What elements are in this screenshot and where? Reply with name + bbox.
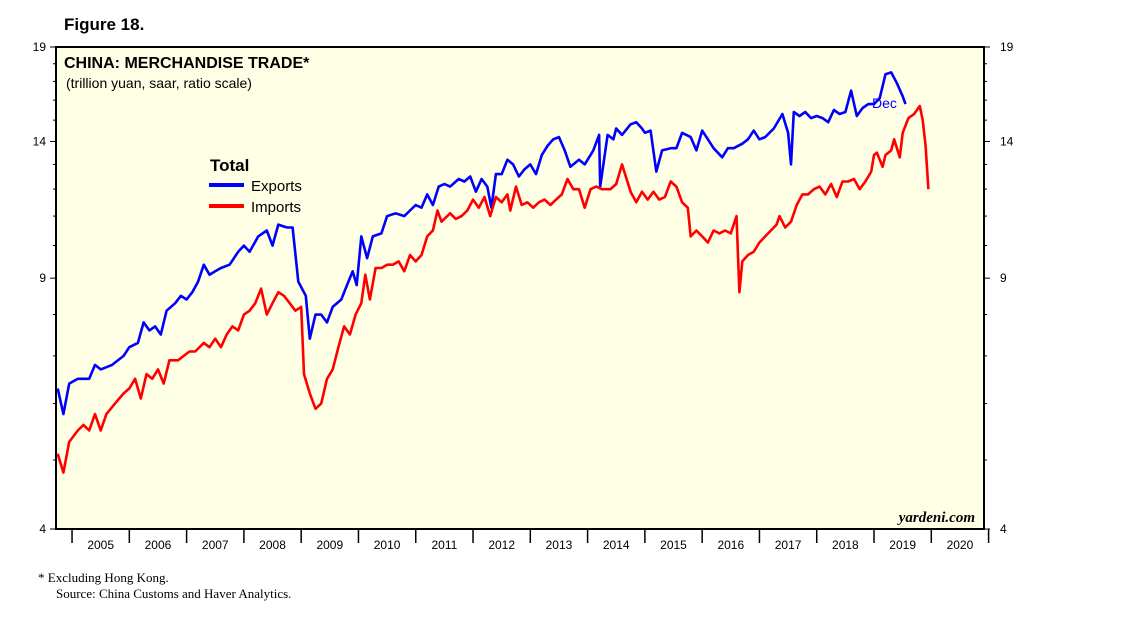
footnote: * Excluding Hong Kong. — [38, 570, 169, 585]
x-tick-label: 2007 — [202, 538, 229, 552]
figure-label: Figure 18. — [64, 15, 145, 34]
chart-title: CHINA: MERCHANDISE TRADE* — [64, 55, 310, 72]
plot-area — [55, 46, 985, 530]
x-tick-label: 2018 — [832, 538, 859, 552]
x-tick-label: 2013 — [546, 538, 573, 552]
legend: Total Exports Imports — [209, 156, 302, 216]
chart-subtitle: (trillion yuan, saar, ratio scale) — [66, 75, 252, 91]
x-tick-label: 2020 — [947, 538, 974, 552]
legend-title: Total — [210, 156, 249, 175]
series-line-exports — [56, 71, 907, 416]
x-tick-label: 2012 — [488, 538, 515, 552]
x-tick-label: 2017 — [775, 538, 802, 552]
legend-imports-label: Imports — [251, 199, 301, 216]
x-tick-label: 2005 — [87, 538, 114, 552]
y-tick-label-left: 14 — [33, 134, 47, 148]
legend-exports-label: Exports — [251, 178, 302, 195]
source-note: Source: China Customs and Haver Analytic… — [56, 586, 292, 601]
x-tick-label: 2010 — [374, 538, 401, 552]
x-tick-label: 2006 — [145, 538, 172, 552]
x-tick-label: 2019 — [889, 538, 916, 552]
last-data-label: Dec — [872, 95, 897, 111]
y-tick-label-left: 9 — [39, 271, 46, 285]
x-axis: 2005 2006 2007 2008 2009 2010 2011 2012 2013 2014… — [71, 529, 990, 552]
right-y-axis: 19 14 9 4 — [984, 40, 1014, 536]
x-tick-label: 2011 — [431, 538, 457, 552]
y-tick-label-right: 9 — [1000, 271, 1007, 285]
x-tick-label: 2016 — [717, 538, 744, 552]
series-line-imports — [56, 104, 930, 474]
left-y-axis: 19 14 9 4 — [33, 40, 56, 536]
y-tick-label-right: 19 — [1000, 40, 1014, 54]
brand-watermark: yardeni.com — [897, 510, 975, 526]
x-tick-label: 2015 — [660, 538, 687, 552]
x-tick-label: 2009 — [316, 538, 343, 552]
series-layer — [56, 71, 930, 474]
x-tick-label: 2008 — [259, 538, 286, 552]
y-tick-label-right: 14 — [1000, 134, 1014, 148]
x-tick-label: 2014 — [603, 538, 630, 552]
y-tick-label-right: 4 — [1000, 522, 1007, 536]
y-tick-label-left: 19 — [33, 40, 47, 54]
y-tick-label-left: 4 — [39, 522, 46, 536]
